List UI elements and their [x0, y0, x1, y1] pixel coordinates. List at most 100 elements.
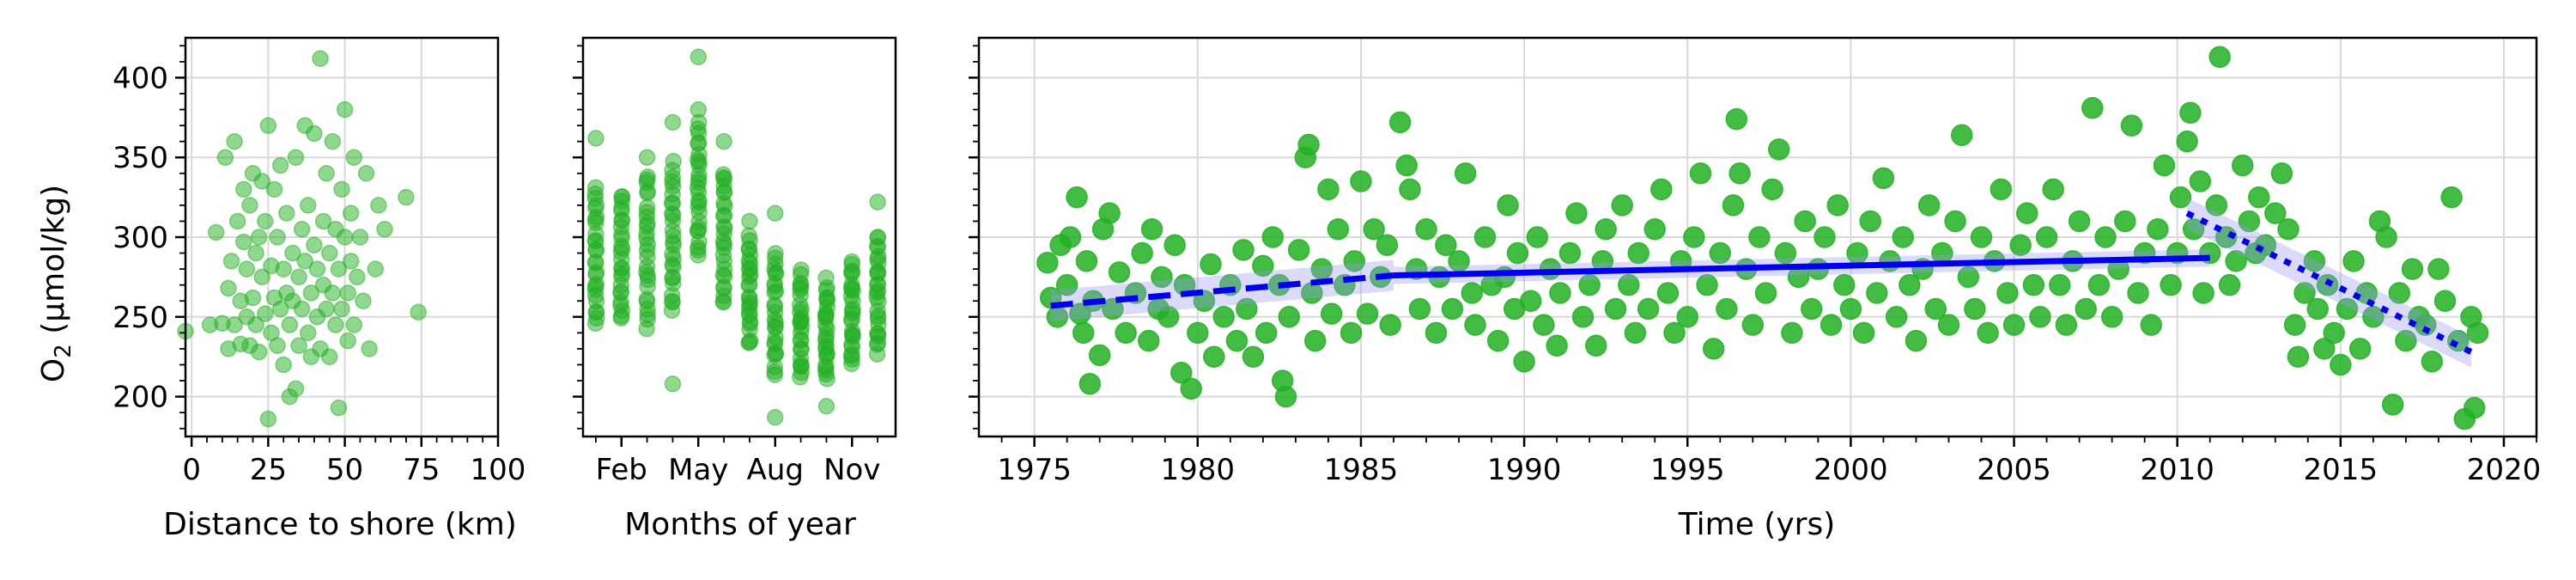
data-point [1506, 241, 1529, 265]
data-point [1650, 178, 1673, 201]
x-tick-label: 1990 [1487, 453, 1562, 487]
data-point [2068, 210, 2091, 233]
x-tick-label: 50 [326, 453, 363, 487]
data-point [2375, 226, 2397, 248]
data-point [1996, 282, 2019, 304]
data-point [1977, 321, 1999, 345]
data-point [741, 212, 758, 230]
data-point [2348, 338, 2372, 360]
data-point [269, 337, 286, 354]
data-point [1425, 321, 1448, 345]
data-point [410, 303, 427, 321]
data-point [2287, 345, 2310, 368]
data-point [235, 233, 252, 251]
data-point [1676, 306, 1698, 328]
data-point [2336, 297, 2359, 321]
x-tick-label: 1985 [1324, 453, 1399, 487]
data-point [638, 149, 656, 166]
data-point [1415, 217, 1437, 241]
data-point [299, 197, 317, 214]
data-point [587, 130, 605, 147]
data-point [1363, 217, 1385, 241]
y-tick-label: 350 [112, 141, 168, 175]
data-point [2140, 314, 2163, 336]
data-point [1278, 306, 1301, 328]
data-point [281, 316, 299, 333]
data-point [2075, 297, 2097, 321]
data-point [714, 166, 732, 183]
data-point [1546, 334, 1568, 357]
data-point [1395, 154, 1418, 177]
x-axis-label-time: Time (yrs) [1678, 507, 1836, 542]
data-point [306, 236, 323, 254]
data-point [1138, 329, 1160, 352]
data-point [767, 408, 784, 426]
data-point [1252, 254, 1274, 278]
y-tick-label: 200 [112, 381, 168, 415]
data-point [1320, 302, 1343, 325]
data-point [1066, 186, 1088, 209]
data-point [1800, 297, 1823, 321]
x-tick-label: 2000 [1814, 453, 1888, 487]
x-tick-label: 100 [471, 453, 526, 487]
data-point [690, 101, 708, 119]
trend-line-solid [1393, 254, 2210, 279]
data-point [250, 343, 268, 361]
data-point [2330, 353, 2352, 376]
data-point [2208, 46, 2231, 69]
data-point [259, 117, 277, 134]
y-tick-label: 400 [112, 61, 168, 95]
data-point [2179, 101, 2202, 124]
data-point [2022, 273, 2045, 296]
data-point [287, 380, 305, 398]
data-point [398, 188, 415, 206]
data-point [287, 149, 305, 166]
data-point [1236, 297, 1258, 321]
data-point [817, 269, 835, 287]
data-point [1327, 217, 1350, 241]
data-point [1350, 170, 1372, 192]
data-point [1716, 297, 1738, 321]
data-point [250, 229, 268, 246]
data-point [2055, 314, 2078, 336]
data-point [2313, 338, 2336, 360]
data-point [1964, 297, 1986, 321]
data-point [1852, 321, 1875, 345]
data-point [1059, 226, 1082, 248]
data-point [1643, 217, 1666, 241]
x-tick-label: 1975 [997, 453, 1072, 487]
data-point [257, 212, 274, 230]
time-panel: 1975 1980 1985 1990 1995 2000 2005 2010 2015 2020 [969, 36, 2542, 487]
x-tick-label: 2005 [1977, 453, 2051, 487]
data-point [2009, 234, 2032, 257]
data-point [1826, 194, 1849, 217]
data-point [1200, 253, 1222, 276]
data-point [2440, 186, 2463, 209]
data-point [345, 149, 363, 166]
data-point [216, 149, 234, 166]
data-point [1435, 234, 1457, 257]
data-point [2303, 250, 2326, 272]
data-point [2264, 202, 2287, 224]
data-point [2323, 321, 2345, 345]
data-point [330, 260, 348, 278]
data-point [333, 300, 350, 318]
x-tick-label: 2020 [2467, 453, 2542, 487]
data-point [1683, 226, 1705, 248]
data-point [1408, 297, 1431, 321]
data-point [2277, 217, 2300, 241]
data-point [1950, 124, 1973, 146]
data-point [2218, 273, 2241, 296]
data-point [2205, 194, 2228, 217]
data-point [2306, 297, 2329, 321]
x-tick-label: Aug [747, 453, 804, 487]
data-point [767, 245, 784, 262]
data-point [843, 253, 860, 271]
data-point [1464, 314, 1486, 336]
data-point [1497, 194, 1519, 217]
data-point [1098, 202, 1121, 224]
data-point [2100, 306, 2123, 328]
data-point [1656, 282, 1680, 304]
data-point [2248, 186, 2270, 209]
data-point [2182, 217, 2205, 241]
